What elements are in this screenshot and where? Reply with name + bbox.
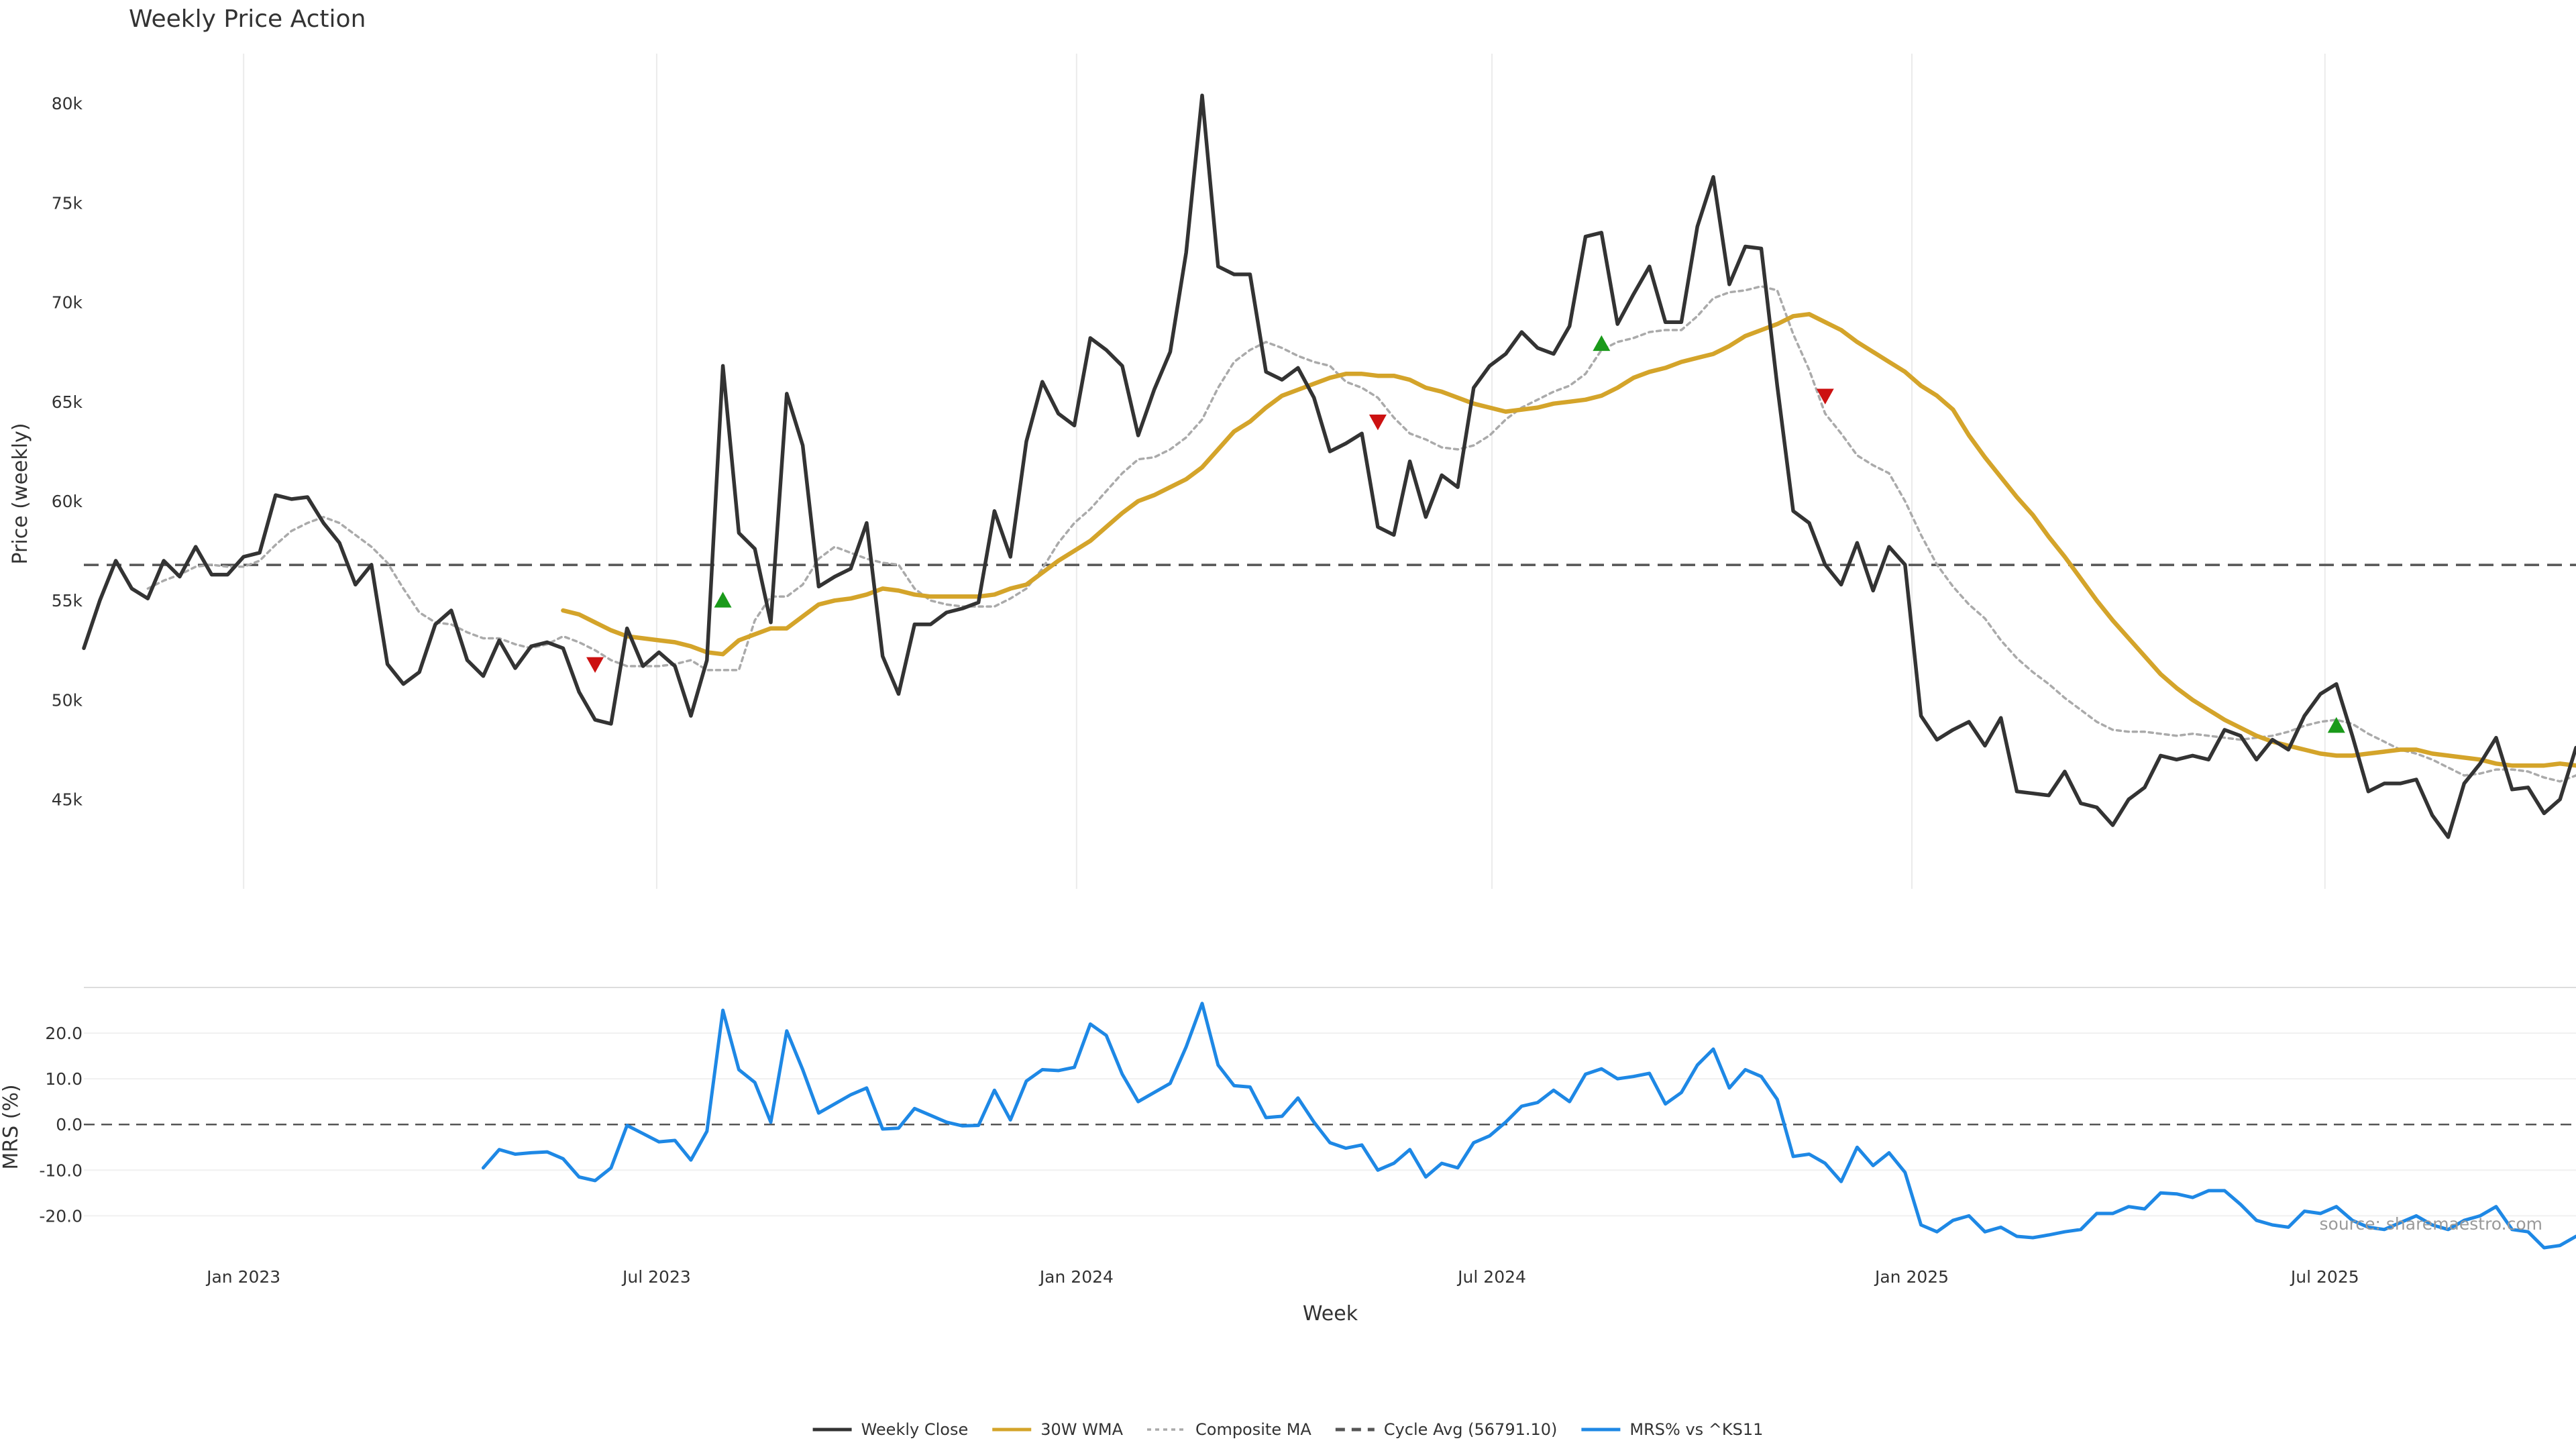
composite-ma-line [146,285,2576,783]
buy-marker [1593,335,1611,352]
mrs-panel [84,1002,2576,1250]
mrs-y-tick-label: 20.0 [45,1024,83,1043]
buy-marker [2327,716,2345,733]
x-tick-label: Jan 2024 [1038,1267,1114,1287]
x-axis-title: Week [1303,1302,1358,1326]
grid-layer [84,54,2576,1217]
sell-marker [1816,388,1834,405]
legend-label: Cycle Avg (56791.10) [1384,1420,1558,1439]
price-y-tick-label: 80k [52,94,83,113]
sell-marker [586,657,604,674]
source-label: source: sharemaestro.com [2320,1214,2543,1234]
x-tick-label: Jan 2025 [1874,1267,1949,1287]
legend-label: 30W WMA [1040,1420,1123,1439]
price-axis-title: Price (weekly) [9,423,32,564]
x-tick-label: Jan 2023 [205,1267,280,1287]
sell-marker [1368,414,1387,431]
price-y-tick-label: 70k [52,293,83,313]
mrs-y-tick-label: -20.0 [39,1206,83,1226]
price-y-tick-label: 65k [52,392,83,412]
chart-title: Weekly Price Action [129,5,366,33]
legend: Weekly Close 30W WMA Composite MA Cycle Avg… [812,1420,1763,1439]
price-y-tick-label: 60k [52,492,83,511]
mrs-line [481,1002,2576,1250]
legend-label: Weekly Close [861,1420,969,1439]
30w-wma-line [561,312,2576,768]
mrs-y-tick-label: -10.0 [39,1161,83,1180]
legend-label: Composite MA [1195,1420,1311,1439]
price-y-tick-label: 45k [52,790,83,810]
price-y-tick-label: 75k [52,193,83,213]
price-y-tick-label: 50k [52,690,83,710]
mrs-axis-title: MRS (%) [0,1084,23,1169]
price-panel [82,93,2576,839]
mrs-y-tick-label: 10.0 [45,1069,83,1089]
buy-marker [714,592,732,608]
x-tick-label: Jul 2024 [1456,1267,1526,1287]
price-y-tick-label: 55k [52,591,83,610]
weekly-close-line [82,93,2576,839]
mrs-y-tick-label: 0.0 [56,1115,83,1134]
x-tick-label: Jul 2025 [2290,1267,2359,1287]
x-tick-label: Jul 2023 [621,1267,691,1287]
legend-label: MRS% vs ^KS11 [1629,1420,1763,1439]
axis-layer: Jan 2023 Jul 2023 Jan 2024 Jul 2024 Jan 2025… [39,94,2359,1287]
